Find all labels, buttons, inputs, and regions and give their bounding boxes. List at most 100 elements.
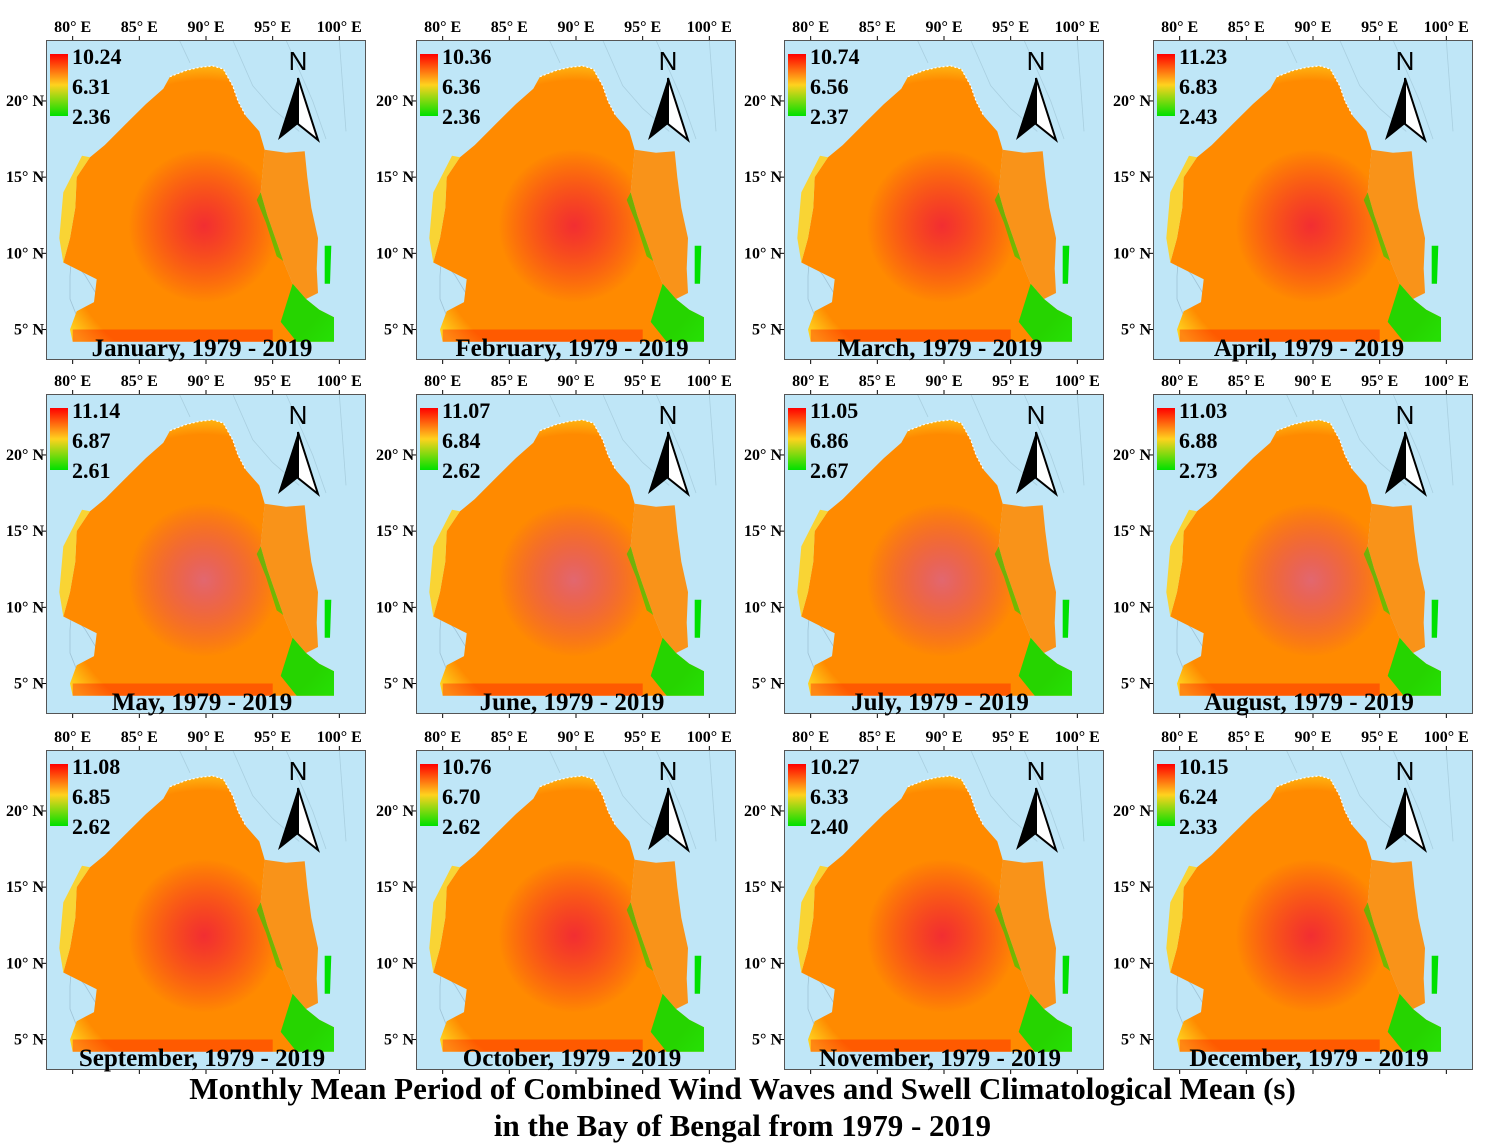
south-high-band: [72, 1039, 273, 1052]
lon-tick-label: 95° E: [992, 373, 1029, 390]
sea-coastal-strip: [797, 155, 828, 263]
lon-tick-label: 100° E: [1055, 729, 1100, 746]
north-arrow-label: N: [659, 46, 678, 76]
lat-tick-label: 5° N: [14, 1032, 44, 1049]
south-high-band: [442, 683, 643, 696]
north-arrow-icon: N: [1385, 46, 1427, 143]
map-frame: [1153, 40, 1473, 360]
lon-tick-label: 95° E: [1361, 19, 1398, 36]
sea-coastal-strip: [1166, 509, 1197, 617]
legend-colorbar: [788, 408, 806, 470]
sea-field: [801, 65, 1072, 342]
sea-field: [63, 775, 335, 1052]
lat-tick-label: 20° N: [376, 803, 414, 820]
south-high-band: [442, 329, 643, 342]
coast-low-field: [1431, 245, 1439, 284]
strait-low-field: [1018, 637, 1072, 696]
map-panel: 80° E 85° E 90° E 95° E 100° E 20° N 15° N 10° …: [1113, 729, 1473, 1074]
lat-tick-label: 20° N: [1113, 447, 1151, 464]
lat-tick-label: 10° N: [1113, 955, 1151, 972]
lat-tick-label: 20° N: [376, 93, 414, 110]
lon-tick-label: 95° E: [992, 19, 1029, 36]
lat-tick-label: 10° N: [6, 955, 44, 972]
south-high-band: [1179, 683, 1380, 696]
south-high-band: [1179, 329, 1380, 342]
andaman-sea-field: [1367, 503, 1425, 653]
lon-tick-label: 95° E: [624, 729, 661, 746]
legend-min-value: 2.36: [442, 104, 481, 129]
lat-tick-label: 10° N: [1113, 245, 1151, 262]
lon-tick-label: 80° E: [54, 729, 91, 746]
coastline: [907, 65, 985, 117]
legend-min-value: 2.61: [72, 458, 111, 483]
legend-max-value: 10.76: [442, 754, 492, 779]
lat-tick-label: 15° N: [744, 879, 782, 896]
coastline: [539, 419, 617, 471]
lon-tick-label: 90° E: [925, 19, 962, 36]
lat-tick-label: 15° N: [376, 169, 414, 186]
lon-tick-label: 100° E: [1055, 19, 1100, 36]
lon-tick-label: 85° E: [859, 373, 896, 390]
andaman-islands-band: [256, 192, 284, 261]
andaman-islands-band: [994, 192, 1022, 261]
lon-tick-label: 80° E: [1161, 729, 1198, 746]
map-panel: 80° E 85° E 90° E 95° E 100° E 20° N 15° N 10° …: [744, 729, 1104, 1074]
south-high-band: [810, 329, 1011, 342]
legend-mid-value: 6.85: [72, 784, 111, 809]
south-high-band: [810, 1039, 1011, 1052]
legend-max-value: 10.27: [810, 754, 860, 779]
andaman-islands-band: [626, 546, 654, 615]
legend-colorbar: [420, 54, 438, 116]
andaman-islands-band: [626, 192, 654, 261]
sea-coastal-strip: [429, 509, 460, 617]
lat-tick-label: 5° N: [752, 676, 782, 693]
legend-min-value: 2.33: [1179, 814, 1218, 839]
lon-tick-label: 100° E: [1424, 373, 1469, 390]
legend-min-value: 2.40: [810, 814, 849, 839]
lon-tick-label: 95° E: [992, 729, 1029, 746]
lat-tick-label: 5° N: [384, 676, 414, 693]
lat-tick-label: 5° N: [752, 1032, 782, 1049]
map-frame: [784, 394, 1104, 714]
north-arrow-icon: N: [1016, 400, 1058, 497]
legend-colorbar: [50, 408, 68, 470]
lon-tick-label: 80° E: [792, 373, 829, 390]
lat-tick-label: 10° N: [744, 955, 782, 972]
strait-low-field: [1387, 993, 1441, 1052]
north-arrow-label: N: [1396, 756, 1415, 786]
legend-mid-value: 6.88: [1179, 428, 1218, 453]
lon-tick-label: 80° E: [792, 19, 829, 36]
lat-tick-label: 5° N: [1121, 322, 1151, 339]
legend-max-value: 10.15: [1179, 754, 1229, 779]
panel-title: September, 1979 - 2019: [79, 1045, 325, 1072]
legend-colorbar: [788, 764, 806, 826]
legend-max-value: 10.74: [810, 44, 860, 69]
lon-tick-label: 80° E: [54, 19, 91, 36]
map-frame: [46, 394, 366, 714]
panel-title: February, 1979 - 2019: [455, 335, 688, 362]
andaman-sea-field: [260, 503, 318, 653]
lat-tick-label: 20° N: [376, 447, 414, 464]
andaman-sea-field: [998, 859, 1056, 1009]
andaman-islands-band: [1363, 902, 1391, 971]
north-arrow-icon: N: [648, 756, 690, 853]
sea-field: [63, 65, 335, 342]
coast-low-field: [1431, 955, 1439, 994]
lon-tick-label: 90° E: [925, 729, 962, 746]
north-arrow-label: N: [289, 46, 308, 76]
lon-tick-label: 95° E: [624, 373, 661, 390]
lat-tick-label: 15° N: [744, 523, 782, 540]
coastline: [169, 419, 247, 471]
legend-max-value: 11.23: [1179, 44, 1227, 69]
lon-tick-label: 100° E: [317, 373, 362, 390]
lon-tick-label: 85° E: [121, 373, 158, 390]
lat-tick-label: 5° N: [14, 322, 44, 339]
sea-field: [801, 775, 1072, 1052]
lon-tick-label: 95° E: [1361, 373, 1398, 390]
legend-colorbar: [1157, 764, 1175, 826]
legend-min-value: 2.43: [1179, 104, 1218, 129]
map-frame: [784, 750, 1104, 1070]
lon-tick-label: 85° E: [859, 729, 896, 746]
panel-title: April, 1979 - 2019: [1214, 335, 1404, 362]
south-high-band: [810, 683, 1011, 696]
